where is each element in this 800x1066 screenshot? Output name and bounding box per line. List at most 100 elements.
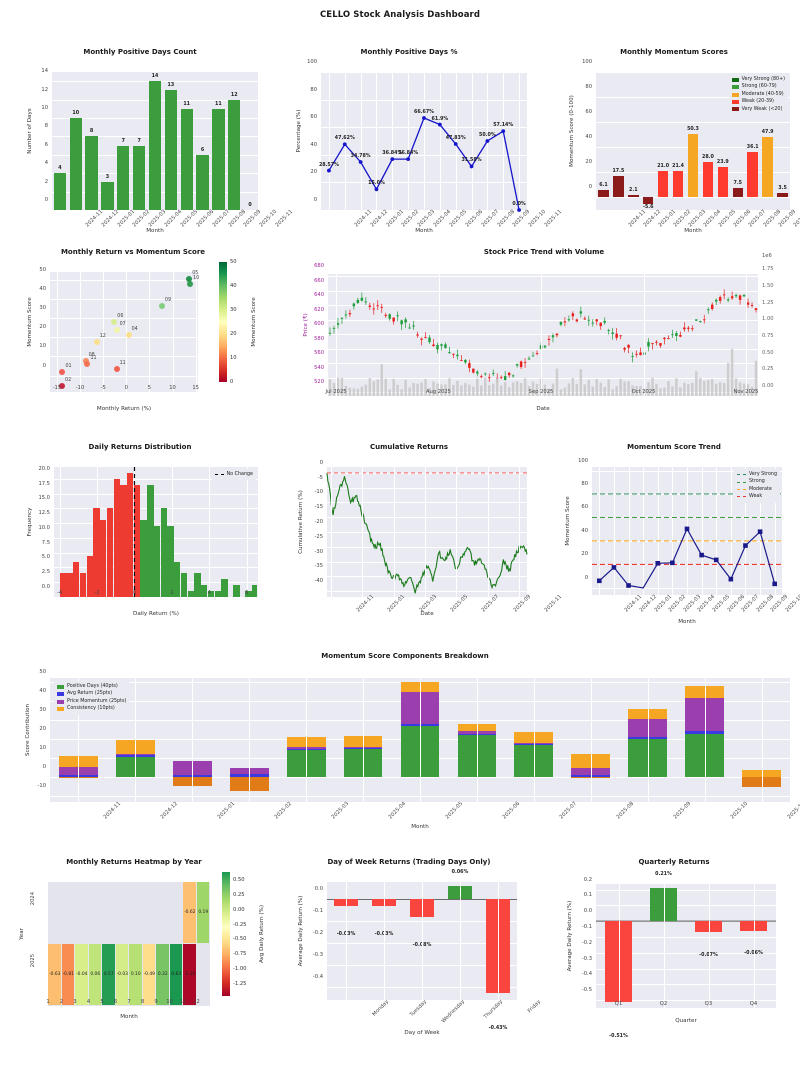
legend-label: Very Strong (80+) <box>741 77 785 82</box>
volume-bar <box>611 389 614 396</box>
volume-bar <box>460 385 463 396</box>
heatmap-cell <box>75 882 88 944</box>
point-value-label: 47.62% <box>334 136 355 142</box>
bar <box>598 189 609 198</box>
gridline <box>761 678 763 802</box>
candle-body <box>591 322 595 324</box>
legend-dash <box>736 474 746 476</box>
gridline <box>54 493 258 495</box>
candle-body <box>428 337 431 343</box>
gridline <box>424 72 425 210</box>
volume-bar <box>352 388 356 396</box>
y2-tick-label: 1.75 <box>762 266 774 273</box>
gridline <box>328 305 758 307</box>
candle-body <box>563 321 567 323</box>
volume-bar <box>679 387 682 396</box>
y-axis-label: Momentum Score (0-100) <box>569 95 575 167</box>
bar-value-label: 17.5 <box>612 168 625 174</box>
volume-bar <box>396 384 399 396</box>
x-tick-label: 11 <box>179 999 187 1005</box>
y-tick-label: 80 <box>310 86 317 93</box>
legend-label: Moderate <box>748 486 772 492</box>
candle-body <box>623 347 626 350</box>
y-tick-label: 2.5 <box>41 569 50 576</box>
colorbar-tick: 0.00 <box>233 906 245 913</box>
legend-label: Strong <box>748 479 765 485</box>
gridline <box>533 678 535 802</box>
gridline <box>596 905 776 907</box>
bar <box>643 197 654 205</box>
volume-bar <box>348 387 352 396</box>
y-tick-label: 12 <box>41 86 48 93</box>
y-tick-label: 100 <box>582 59 592 65</box>
x-tick-label: 0 <box>132 590 137 596</box>
volume-bar <box>472 386 475 396</box>
colorbar-label: Momentum Score <box>251 297 257 347</box>
x-tick-label: -4 <box>57 590 63 596</box>
candle-body <box>635 353 638 355</box>
stacked-segment <box>514 745 554 778</box>
gridline <box>541 274 542 396</box>
y-tick-label: 0.0 <box>583 908 592 915</box>
volume-bar <box>484 377 487 396</box>
y-tick-label: 0 <box>584 574 588 581</box>
candle-body <box>488 377 491 379</box>
gridline <box>460 882 461 1000</box>
volume-bar <box>503 382 507 396</box>
data-point <box>390 157 395 162</box>
line-series <box>326 472 528 594</box>
volume-bar <box>619 378 622 396</box>
stacked-segment <box>685 697 724 731</box>
gridline <box>590 678 592 802</box>
bar <box>739 921 768 931</box>
candle-body <box>615 333 618 338</box>
gridline <box>78 678 80 802</box>
bar <box>164 90 178 210</box>
stacked-segment <box>400 682 440 692</box>
gridline <box>628 467 630 595</box>
y-tick-label: 40 <box>581 527 588 534</box>
data-point <box>517 208 521 212</box>
volume-bar <box>754 360 758 396</box>
heatmap-cell-label: 0.10 <box>130 972 141 977</box>
legend-label: Avg Return (25pts) <box>67 691 113 697</box>
legend-item: Moderate <box>736 486 777 493</box>
legend-item: Very Weak (<20) <box>731 106 785 113</box>
chart-title: Monthly Returns Heatmap by Year <box>66 858 202 866</box>
point-label: 06 <box>117 313 124 319</box>
gridline <box>647 678 649 802</box>
volume-bar <box>360 386 364 396</box>
bar <box>649 887 678 922</box>
x-axis-label: Month <box>684 228 702 234</box>
x-tick-label: Q1 <box>614 1001 623 1007</box>
y-tick-label: 0.0 <box>41 584 50 590</box>
y-tick-label: -35 <box>314 563 323 570</box>
chart-title: Monthly Positive Days Count <box>83 48 197 56</box>
y-tick-label: 0 <box>42 764 46 771</box>
chart-title: Monthly Momentum Scores <box>620 48 728 56</box>
candle-body <box>742 294 746 297</box>
volume-bar <box>583 384 587 396</box>
candle-body <box>718 297 722 301</box>
gridline <box>328 72 330 210</box>
y2-exponent-label: 1e6 <box>762 253 772 259</box>
gridline <box>420 678 421 802</box>
bar-value-label: 8 <box>89 129 94 135</box>
legend-dash <box>736 481 746 483</box>
scatter-point <box>158 303 165 310</box>
histogram-bar <box>120 484 127 597</box>
scatter-point <box>59 368 66 375</box>
volume-bar <box>563 387 567 396</box>
scatter-point <box>113 326 120 333</box>
volume-bar <box>599 382 602 396</box>
point-label: 07 <box>119 321 126 327</box>
bar-value-label: -0.06% <box>732 951 776 956</box>
plot-area: -0.62 0.19 -0.63 -0.81 -0.04 0.06 0.57 -0.03 0.1… <box>48 882 210 1006</box>
legend-dash <box>214 474 224 476</box>
gridline <box>192 678 194 802</box>
gridline <box>327 546 527 548</box>
gridline <box>643 274 645 396</box>
volume-bar <box>543 384 547 396</box>
histogram-bar <box>201 585 208 597</box>
volume-bar <box>722 383 726 396</box>
